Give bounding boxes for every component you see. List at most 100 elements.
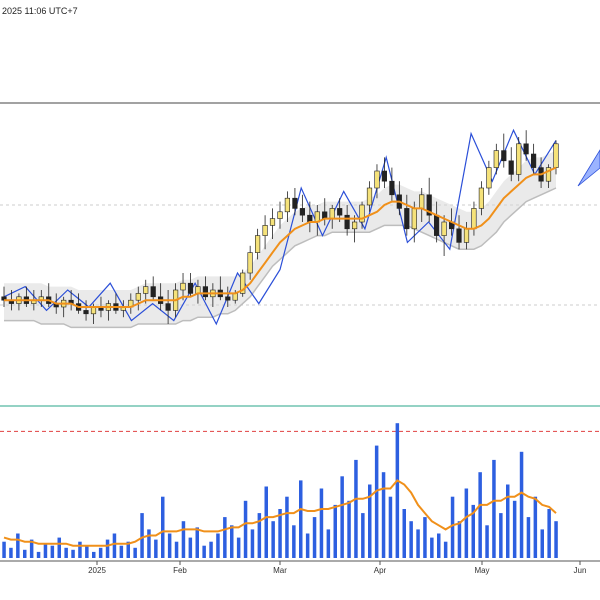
x-tick-label: Jun: [574, 566, 587, 575]
volume-ma-path: [3, 479, 557, 547]
candle-body: [486, 167, 492, 189]
volume-bar: [554, 521, 558, 558]
band-lower-edge: [4, 187, 557, 329]
x-tick-label: Apr: [374, 566, 387, 575]
candle-body: [516, 143, 522, 175]
volume-bar: [285, 496, 289, 558]
volume-bar: [223, 517, 227, 558]
zigzag-line: [3, 128, 557, 326]
zigzag-path: [3, 128, 557, 326]
volume-bar: [50, 545, 55, 558]
volume-bar: [381, 472, 386, 558]
volume-bar: [64, 547, 68, 558]
volume-bar: [16, 533, 20, 558]
candle-body: [247, 252, 253, 274]
volume-bar: [361, 513, 365, 558]
band-area: [4, 150, 556, 328]
volume-bar: [347, 500, 351, 558]
candle-body: [366, 187, 373, 206]
volume-bar: [437, 533, 441, 558]
volume-bar: [154, 539, 158, 558]
volume-bar: [36, 551, 41, 558]
volume-bar: [126, 541, 130, 558]
candle-body: [180, 282, 186, 291]
candle-body: [374, 170, 380, 189]
volume-bar: [119, 545, 124, 558]
volume-bar: [140, 513, 144, 558]
x-tick-label: May: [474, 566, 489, 575]
volume-bar: [92, 551, 96, 558]
volume-bar: [305, 533, 310, 558]
volume-bar: [443, 541, 448, 558]
candle-body: [240, 272, 246, 294]
candle-body: [456, 228, 462, 243]
arrow-shape: [577, 149, 600, 187]
volume-bar: [299, 480, 303, 558]
volume-bar: [278, 509, 282, 558]
volume-bar: [167, 533, 172, 558]
moving-average-line: [4, 166, 557, 308]
candle-body: [150, 286, 156, 298]
volume-bar: [464, 488, 469, 558]
volume-bar: [209, 541, 213, 558]
volume-bar: [354, 459, 358, 558]
candle-body: [262, 225, 268, 236]
volume-bar: [533, 496, 538, 558]
candle-body: [255, 235, 261, 253]
volume-bar: [547, 509, 551, 558]
candle-body: [344, 214, 350, 230]
volume-bar: [326, 529, 331, 558]
candle-body: [545, 167, 552, 182]
candle-body: [90, 306, 97, 315]
ma-path: [4, 166, 557, 308]
x-tick-label: 2025: [88, 566, 106, 575]
candle-body: [381, 170, 388, 182]
volume-bar: [485, 525, 489, 558]
volume-bar: [333, 504, 337, 558]
volume-bar: [250, 529, 255, 558]
volume-bar: [340, 476, 344, 558]
candle-body: [351, 221, 358, 230]
volume-bar: [161, 496, 165, 558]
candle-body: [165, 303, 171, 311]
volume-bar: [506, 484, 510, 558]
volume-bar: [112, 533, 117, 558]
header-timestamp: 2025 11:06 UTC+7: [2, 6, 78, 16]
volume-bar: [257, 513, 262, 558]
candle-body: [284, 197, 291, 213]
volume-bar: [319, 488, 324, 558]
candle-body: [195, 286, 201, 294]
volume-bar: [71, 549, 75, 558]
volume-bar: [471, 504, 475, 558]
volume-bar: [292, 525, 296, 558]
volume-bar: [312, 517, 317, 558]
candle-body: [493, 150, 499, 168]
volume-bar: [43, 543, 48, 558]
volume-bar: [423, 517, 427, 558]
candle-body: [299, 208, 306, 216]
volume-bar: [374, 445, 379, 558]
candle-body: [389, 180, 395, 196]
volume-bar: [519, 451, 524, 558]
candle-body: [83, 310, 89, 315]
volume-bar: [243, 500, 248, 558]
candle-body: [337, 208, 343, 216]
volume-bar: [388, 496, 393, 558]
volume-bar: [271, 521, 275, 558]
candles: [1, 130, 559, 324]
volume-bar: [236, 537, 241, 558]
candle-body: [471, 208, 477, 230]
candle-body: [553, 143, 559, 168]
volume-bar: [98, 547, 103, 558]
volume-bar: [216, 533, 220, 558]
candle-body: [292, 197, 298, 209]
volume-bar: [450, 496, 455, 558]
candle-body: [411, 208, 417, 230]
ma-band: [4, 150, 557, 329]
projection-arrow: [577, 149, 600, 187]
candle-body: [523, 143, 529, 155]
candle-body: [463, 228, 470, 243]
volume-bar: [512, 500, 517, 558]
volume-bar: [492, 459, 496, 558]
